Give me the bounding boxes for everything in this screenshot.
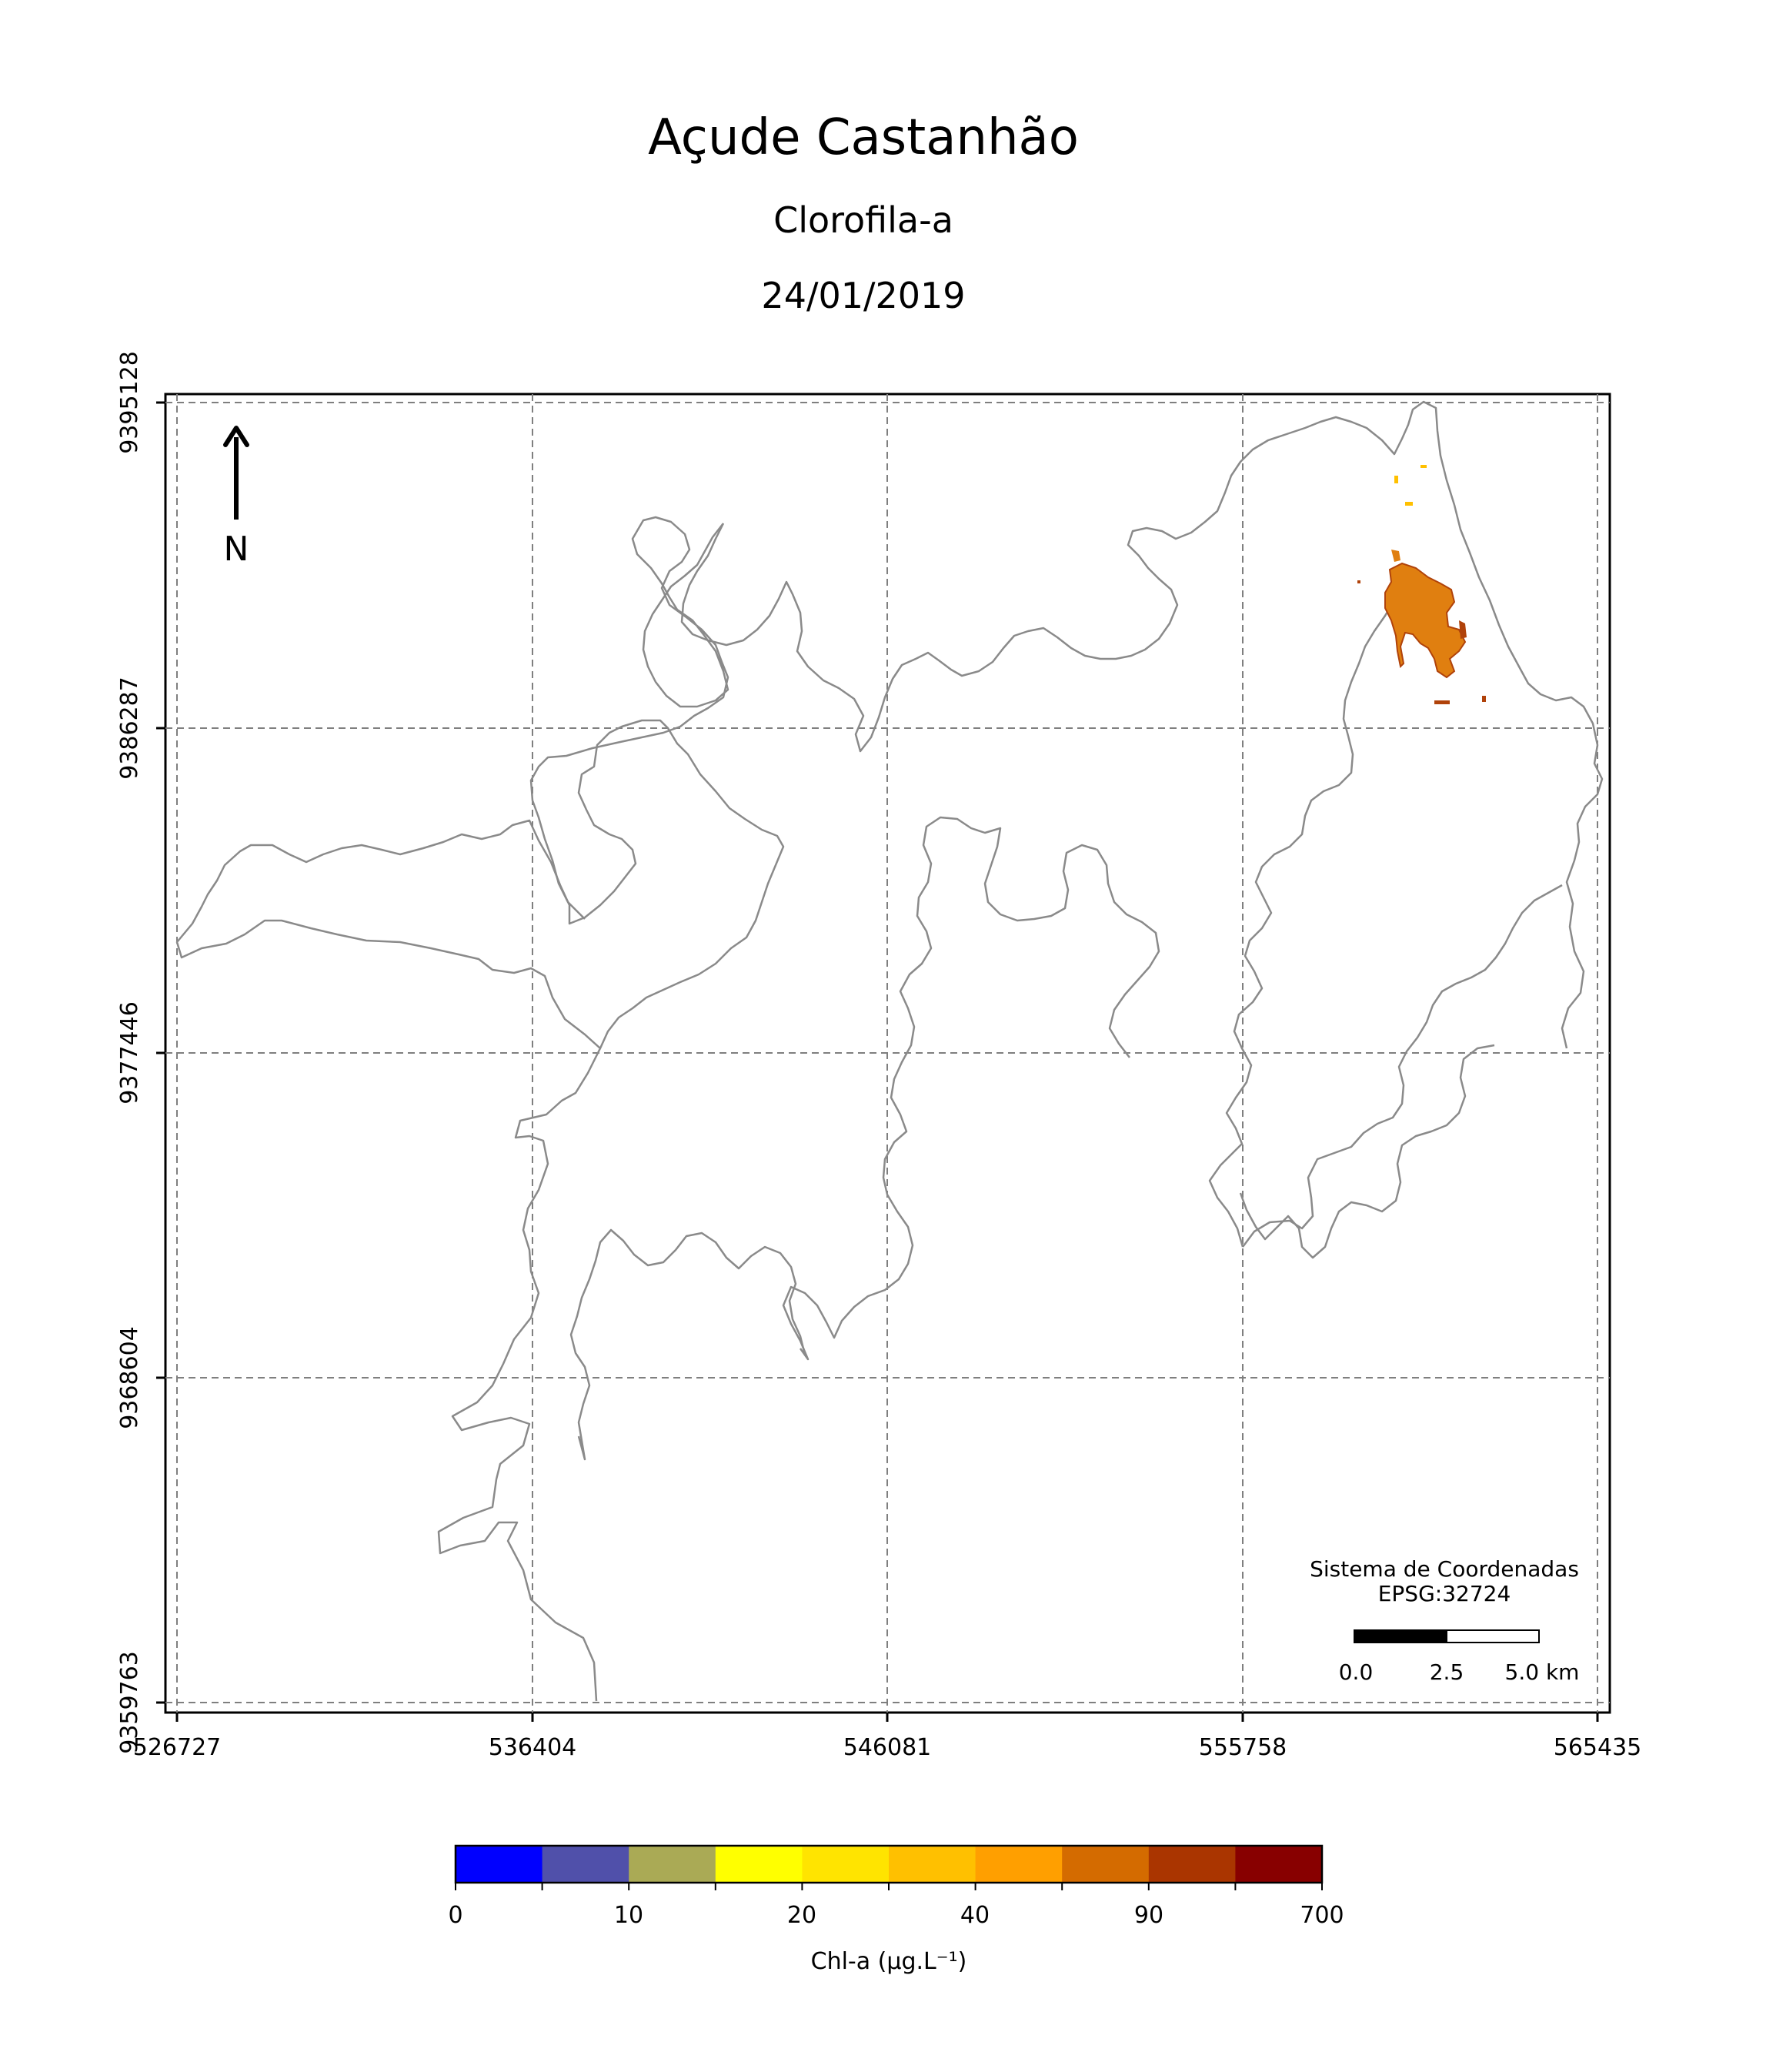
reservoir-outline-east	[1208, 600, 1563, 1248]
x-tick-label-5: 565435	[1554, 1734, 1642, 1761]
colorbar-tick-label-5: 90	[1134, 1902, 1163, 1929]
chlorophyll-patches	[1357, 465, 1486, 704]
colorbar-tick-labels: 0 10 20 40 90 700	[448, 1902, 1344, 1929]
colorbar-cell-2	[542, 1846, 629, 1883]
bloom-patch-small-3	[1405, 502, 1413, 506]
crs-code: EPSG:32724	[1378, 1581, 1511, 1606]
colorbar-cell-5	[802, 1846, 890, 1883]
axis-tick-marks	[156, 401, 1599, 1722]
colorbar: 0 10 20 40 90 700 Chl-a (μg.L⁻¹)	[448, 1844, 1344, 1975]
reservoir-outline	[175, 400, 1604, 1702]
scale-label-0: 0.0	[1339, 1659, 1374, 1685]
reservoir-outline-upper	[175, 719, 785, 1702]
y-tick-labels: 9395128 9386287 9377446 9368604 9359763	[116, 351, 143, 1754]
scale-label-2: 5.0 km	[1505, 1659, 1580, 1685]
scale-bar-black	[1354, 1629, 1447, 1643]
bloom-patch-small-5	[1482, 696, 1486, 702]
reservoir-outline-south-east-arm	[1239, 1044, 1495, 1259]
y-tick-label-1: 9395128	[116, 351, 143, 454]
colorbar-label: Chl-a (μg.L⁻¹)	[811, 1948, 967, 1975]
scale-label-1: 2.5	[1430, 1659, 1464, 1685]
colorbar-tick-label-1: 0	[448, 1902, 462, 1929]
reservoir-outline-north	[529, 516, 729, 920]
scale-bar-white	[1446, 1629, 1540, 1643]
north-arrow-head-icon	[223, 426, 249, 447]
north-arrow: N	[223, 426, 249, 569]
y-tick-label-2: 9386287	[116, 677, 143, 780]
colorbar-tick-label-2: 10	[614, 1902, 643, 1929]
colorbar-cell-4	[715, 1846, 803, 1883]
y-tick-label-3: 9377446	[116, 1001, 143, 1105]
bloom-patch-small-2	[1420, 465, 1427, 468]
colorbar-cell-9	[1148, 1846, 1236, 1883]
colorbar-cell-8	[1062, 1846, 1150, 1883]
bloom-patch-north	[1391, 550, 1400, 562]
x-tick-labels: 526727 536404 546081 555758 565435	[133, 1734, 1642, 1761]
colorbar-tick-label-6: 700	[1300, 1902, 1344, 1929]
colorbar-tick-label-4: 40	[960, 1902, 990, 1929]
bloom-patch-south	[1434, 700, 1450, 704]
bloom-patch-small-1	[1394, 476, 1398, 483]
colorbar-cell-1	[456, 1846, 543, 1883]
reservoir-outline-mid-arm	[782, 816, 1160, 1361]
bloom-patch-main	[1384, 562, 1467, 679]
colorbar-cell-6	[889, 1846, 976, 1883]
colorbar-tick-label-3: 20	[787, 1902, 816, 1929]
colorbar-cells	[456, 1846, 1323, 1883]
crs-label: Sistema de Coordenadas	[1310, 1556, 1579, 1582]
reservoir-outline-south-arm	[569, 1228, 806, 1461]
map-title: Açude Castanhão	[648, 109, 1079, 166]
x-tick-label-4: 555758	[1199, 1734, 1287, 1761]
bloom-patch-small-4	[1357, 580, 1360, 583]
colorbar-cell-7	[975, 1846, 1063, 1883]
y-tick-label-4: 9368604	[116, 1326, 143, 1429]
north-label: N	[224, 530, 249, 569]
colorbar-ticks	[455, 1883, 1323, 1890]
x-tick-label-1: 526727	[133, 1734, 222, 1761]
colorbar-cell-10	[1235, 1846, 1323, 1883]
map-date: 24/01/2019	[761, 275, 965, 316]
x-tick-label-2: 536404	[489, 1734, 577, 1761]
map-subtitle: Clorofila-a	[773, 199, 953, 241]
y-tick-label-5: 9359763	[116, 1651, 143, 1754]
bloom-patch-east	[1459, 620, 1467, 639]
map-legend: Sistema de Coordenadas EPSG:32724 0.0 2.…	[1310, 1556, 1579, 1685]
x-tick-label-3: 546081	[843, 1734, 932, 1761]
colorbar-cell-3	[629, 1846, 716, 1883]
grid-lines	[165, 394, 1610, 1713]
reservoir-outline-central	[680, 400, 1604, 1049]
